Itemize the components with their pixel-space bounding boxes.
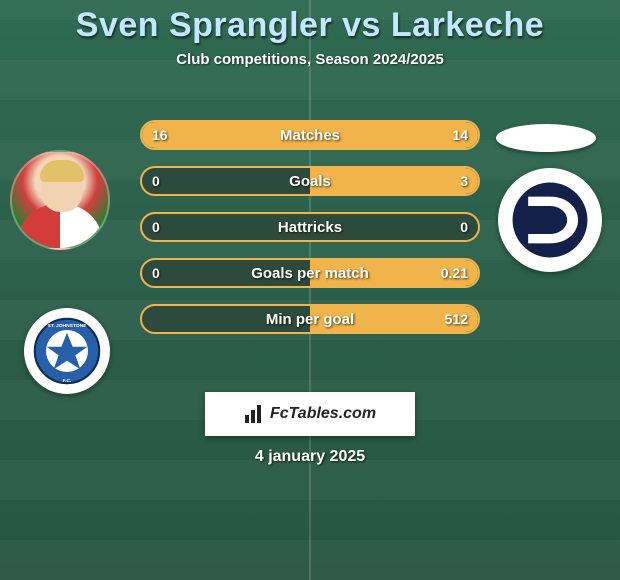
- stat-row: 00Hattricks: [140, 212, 480, 242]
- date-text: 4 january 2025: [0, 448, 620, 466]
- stat-label: Goals: [142, 168, 478, 194]
- stat-label: Min per goal: [142, 306, 478, 332]
- svg-text:FC: FC: [536, 210, 559, 230]
- stat-row: 512Min per goal: [140, 304, 480, 334]
- stat-row: 03Goals: [140, 166, 480, 196]
- stat-row: 1614Matches: [140, 120, 480, 150]
- stat-label: Goals per match: [142, 260, 478, 286]
- stat-label: Hattricks: [142, 214, 478, 240]
- player-right-placeholder: [496, 124, 596, 152]
- stats-panel: 1614Matches 03Goals 00Hattricks 00.21Goals …: [140, 120, 480, 350]
- watermark: FcTables.com: [205, 392, 415, 436]
- svg-text:ST. JOHNSTONE: ST. JOHNSTONE: [48, 323, 88, 329]
- svg-text:F.C.: F.C.: [63, 378, 72, 384]
- player-left-avatar: [10, 150, 110, 250]
- dundee-fc-crest-icon: FC: [511, 181, 589, 259]
- watermark-text: FcTables.com: [270, 405, 376, 423]
- st-johnstone-crest-icon: ST. JOHNSTONE F.C.: [32, 316, 102, 386]
- stat-label: Matches: [142, 122, 478, 148]
- chart-icon: [244, 404, 264, 424]
- club-left-badge: ST. JOHNSTONE F.C.: [24, 308, 110, 394]
- stat-row: 00.21Goals per match: [140, 258, 480, 288]
- club-right-badge: FC: [498, 168, 602, 272]
